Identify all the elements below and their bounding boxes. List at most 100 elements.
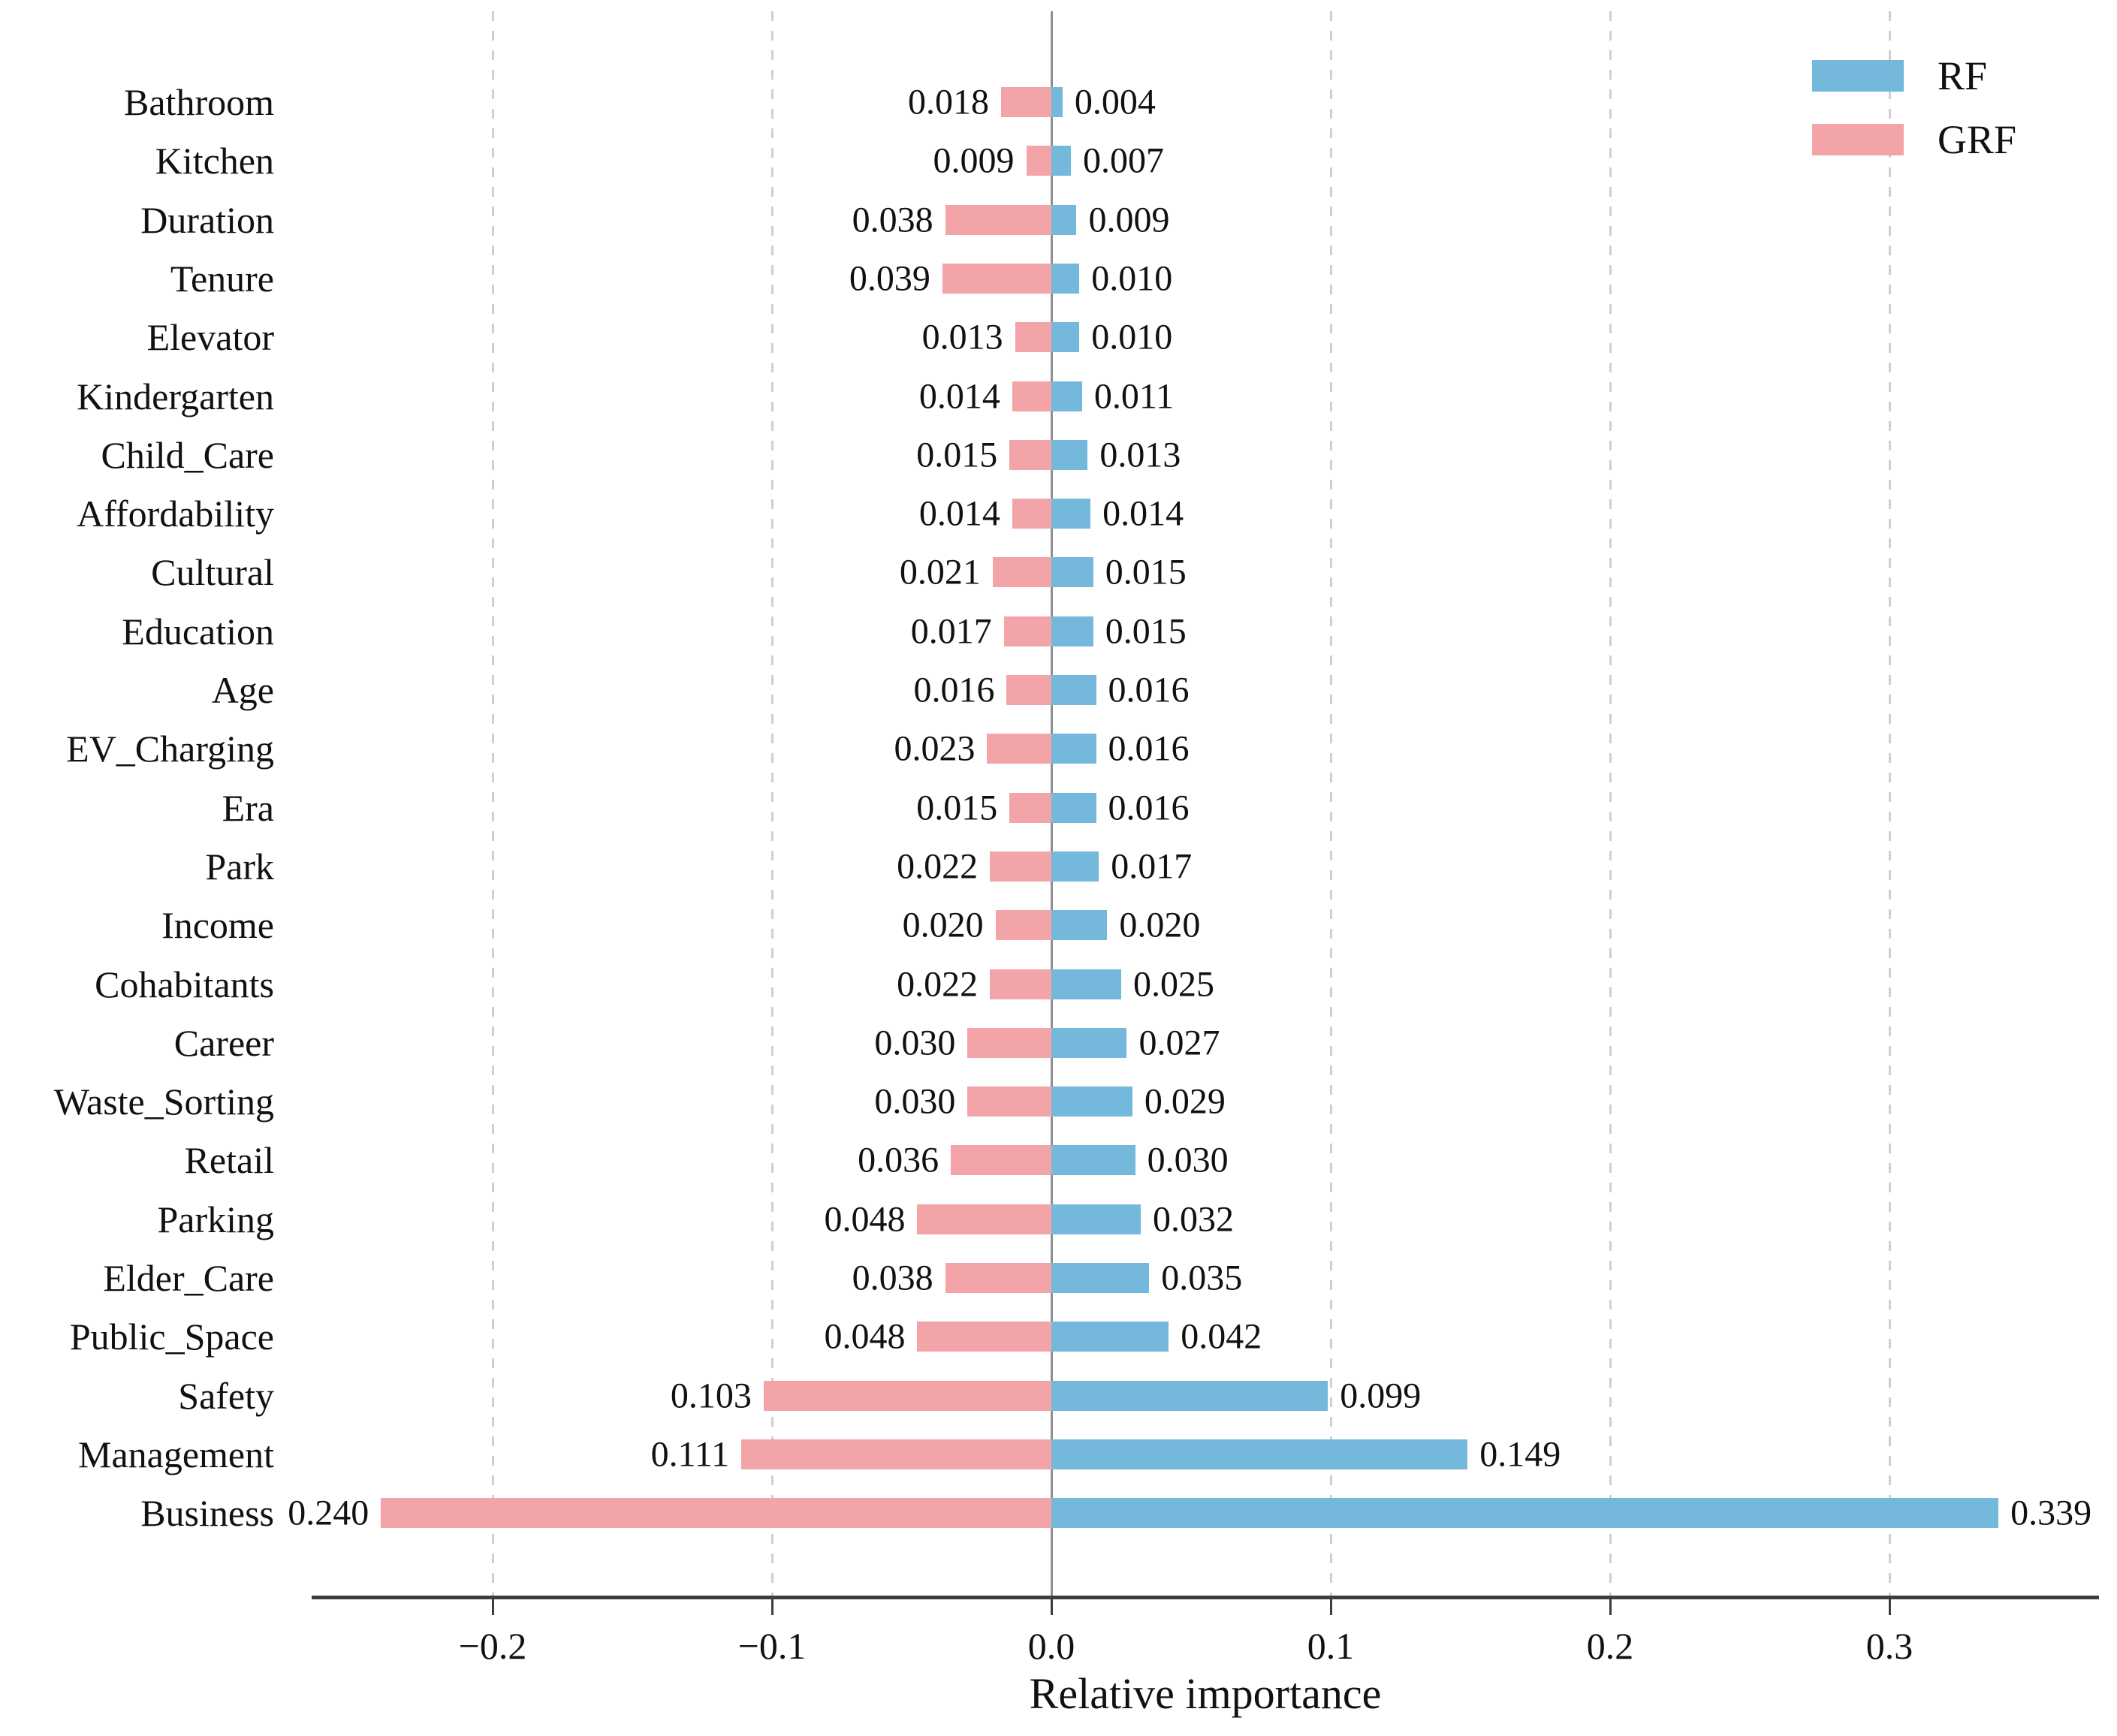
rf-bar (1051, 322, 1080, 353)
gridline (492, 11, 494, 1597)
grf-value-label: 0.015 (916, 435, 998, 475)
rf-bar (1051, 87, 1063, 117)
grf-bar (763, 1380, 1051, 1411)
grf-bar (942, 263, 1051, 294)
tick-mark (1330, 1597, 1332, 1615)
grf-value-label: 0.039 (849, 258, 930, 299)
grf-value-label: 0.022 (897, 964, 979, 1004)
rf-value-label: 0.042 (1181, 1316, 1262, 1357)
grf-value-label: 0.103 (670, 1376, 752, 1416)
rf-bar (1051, 1322, 1169, 1352)
tick-label: −0.2 (458, 1625, 527, 1667)
rf-bar (1051, 1263, 1150, 1293)
grf-bar (945, 1263, 1051, 1293)
category-label: Elder_Care (103, 1257, 274, 1299)
rf-value-label: 0.013 (1099, 435, 1181, 475)
grf-bar (1012, 499, 1051, 529)
rf-bar (1051, 910, 1108, 941)
category-label: Business (140, 1492, 274, 1535)
grf-value-label: 0.240 (288, 1493, 369, 1533)
category-label: Era (222, 786, 274, 829)
rf-bar (1051, 439, 1088, 470)
rf-bar (1051, 499, 1091, 529)
rf-value-label: 0.099 (1340, 1376, 1422, 1416)
category-label: EV_Charging (66, 728, 274, 770)
gridline (1330, 11, 1332, 1597)
grf-value-label: 0.111 (650, 1434, 730, 1475)
rf-value-label: 0.014 (1102, 493, 1184, 534)
grf-value-label: 0.030 (874, 1023, 956, 1063)
rf-bar (1051, 851, 1099, 882)
rf-bar (1051, 1087, 1132, 1117)
grf-bar (967, 1087, 1051, 1117)
grf-value-label: 0.018 (908, 82, 990, 122)
rf-bar (1051, 146, 1072, 176)
rf-value-label: 0.010 (1091, 258, 1173, 299)
category-label: Management (77, 1433, 274, 1475)
grf-bar (381, 1498, 1051, 1529)
category-label: Age (211, 669, 274, 711)
grf-bar (1012, 381, 1051, 411)
gridline (1609, 11, 1612, 1597)
category-label: Career (173, 1021, 274, 1064)
category-label: Waste_Sorting (53, 1080, 274, 1123)
rf-bar (1051, 1498, 1999, 1529)
category-label: Kindergarten (77, 375, 274, 417)
rf-value-label: 0.010 (1091, 317, 1173, 357)
tick-label: 0.3 (1865, 1625, 1913, 1667)
grf-value-label: 0.038 (852, 200, 933, 240)
legend-swatch-grf (1812, 124, 1904, 155)
rf-bar (1051, 263, 1080, 294)
rf-bar (1051, 616, 1093, 646)
grf-bar (945, 204, 1051, 235)
rf-bar (1051, 557, 1093, 588)
tick-mark (1609, 1597, 1612, 1615)
grf-value-label: 0.030 (874, 1081, 956, 1122)
rf-value-label: 0.025 (1133, 964, 1214, 1004)
category-label: Public_Space (69, 1316, 274, 1358)
category-label: Cultural (151, 551, 274, 594)
rf-value-label: 0.339 (2010, 1493, 2092, 1533)
rf-value-label: 0.035 (1161, 1258, 1243, 1298)
grf-value-label: 0.048 (824, 1199, 906, 1240)
tick-label: 0.0 (1027, 1625, 1075, 1667)
category-label: Safety (178, 1374, 274, 1417)
rf-bar (1051, 1204, 1141, 1234)
category-label: Bathroom (124, 81, 274, 123)
rf-bar (1051, 734, 1096, 764)
tick-mark (1889, 1597, 1891, 1615)
tick-mark (771, 1597, 774, 1615)
grf-bar (1001, 87, 1051, 117)
grf-value-label: 0.023 (894, 728, 976, 769)
category-label: Elevator (146, 316, 274, 359)
grf-value-label: 0.015 (916, 788, 998, 828)
grf-bar (1009, 439, 1051, 470)
grf-value-label: 0.038 (852, 1258, 933, 1298)
grf-value-label: 0.014 (918, 493, 1000, 534)
rf-bar (1051, 969, 1121, 999)
rf-value-label: 0.016 (1108, 670, 1190, 710)
x-axis-title: Relative importance (1029, 1669, 1382, 1718)
grf-bar (741, 1439, 1051, 1469)
rf-value-label: 0.009 (1088, 200, 1170, 240)
rf-bar (1051, 1145, 1135, 1176)
legend-label-grf: GRF (1938, 117, 2017, 162)
category-label: Income (161, 904, 274, 947)
tick-label: −0.1 (737, 1625, 807, 1667)
rf-value-label: 0.032 (1153, 1199, 1235, 1240)
grf-value-label: 0.022 (897, 846, 979, 887)
rf-value-label: 0.027 (1138, 1023, 1220, 1063)
category-label: Child_Care (101, 433, 274, 476)
tick-mark (492, 1597, 494, 1615)
tick-mark (1051, 1597, 1053, 1615)
category-label: Park (205, 845, 274, 888)
grf-value-label: 0.016 (913, 670, 995, 710)
rf-value-label: 0.149 (1479, 1434, 1561, 1475)
rf-value-label: 0.007 (1083, 140, 1165, 181)
category-label: Cohabitants (95, 963, 274, 1005)
category-label: Duration (140, 198, 274, 241)
grf-bar (917, 1322, 1051, 1352)
rf-value-label: 0.029 (1144, 1081, 1226, 1122)
gridline (771, 11, 774, 1597)
